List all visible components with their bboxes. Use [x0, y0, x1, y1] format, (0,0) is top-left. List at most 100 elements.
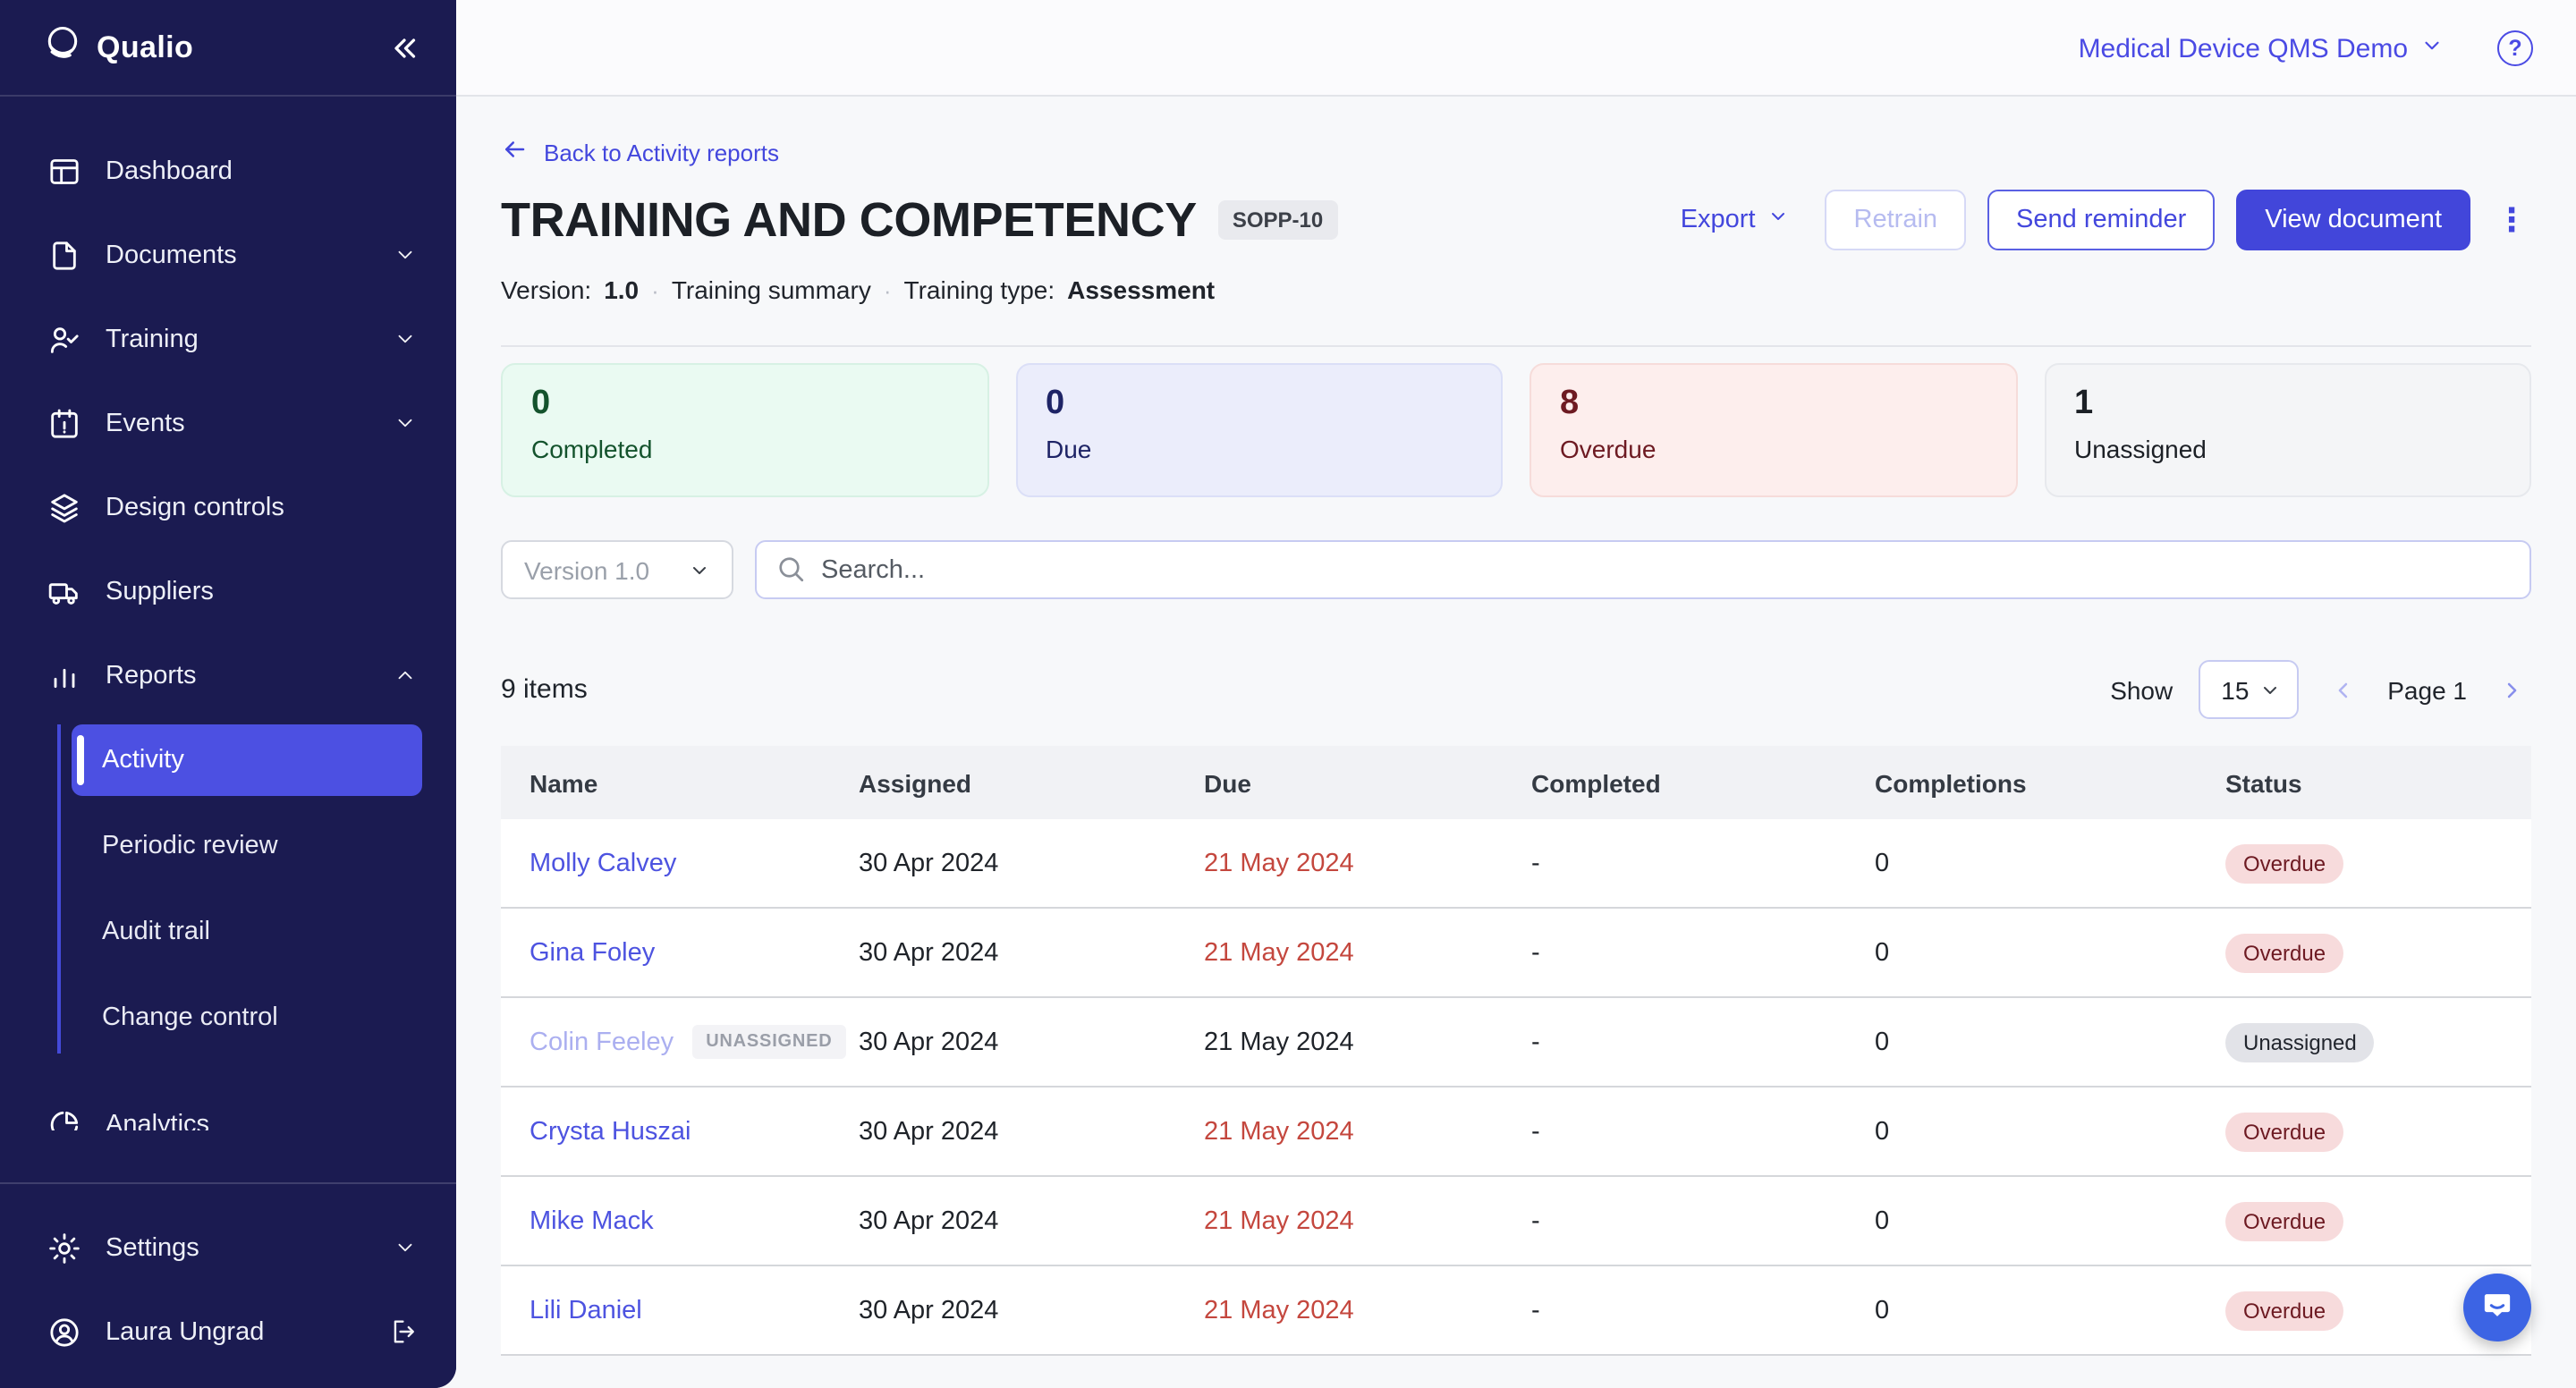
workspace-switcher[interactable]: Medical Device QMS Demo — [2079, 33, 2444, 63]
sidebar-bottom: Settings Laura Ungrad — [0, 1182, 456, 1388]
page-size-value: 15 — [2221, 675, 2250, 704]
sidebar-item-label: Events — [106, 409, 185, 437]
completions-count: 0 — [1875, 938, 1890, 967]
chevron-up-icon — [394, 664, 417, 687]
next-page-icon[interactable] — [2492, 677, 2531, 702]
completions-count: 0 — [1875, 1117, 1890, 1146]
sidebar-item-label: Suppliers — [106, 577, 214, 605]
sidebar-item-dashboard[interactable]: Dashboard — [0, 129, 456, 213]
due-date: 21 May 2024 — [1204, 1028, 1354, 1056]
stat-card-due[interactable]: 0 Due — [1015, 363, 1503, 497]
sidebar-item-suppliers[interactable]: Suppliers — [0, 549, 456, 633]
sidebar-item-settings[interactable]: Settings — [0, 1206, 456, 1290]
table-row: Lili Daniel 30 Apr 2024 21 May 2024 - 0 … — [501, 1266, 2531, 1356]
chevron-down-icon — [1768, 206, 1790, 234]
version-label: Version: — [501, 275, 592, 304]
page-actions: Export Retrain Send reminder View docume… — [1666, 190, 2531, 250]
search-input[interactable] — [755, 540, 2531, 599]
sidebar-item-label: Training — [106, 325, 199, 353]
retrain-button[interactable]: Retrain — [1825, 190, 1967, 250]
kebab-menu-icon[interactable]: ⋮ — [2496, 202, 2528, 238]
stat-card-completed[interactable]: 0 Completed — [501, 363, 988, 497]
trainee-name-link[interactable]: Crysta Huszai — [530, 1117, 691, 1146]
trainee-name-link[interactable]: Lili Daniel — [530, 1296, 642, 1325]
sidebar-item-design-controls[interactable]: Design controls — [0, 465, 456, 549]
sidebar-item-audit-trail[interactable]: Audit trail — [72, 896, 422, 968]
logout-icon[interactable] — [386, 1316, 417, 1347]
reports-sub-menu: Activity Periodic review Audit trail Cha… — [57, 724, 422, 1054]
workspace-name: Medical Device QMS Demo — [2078, 33, 2408, 63]
main-content: Back to Activity reports TRAINING AND CO… — [456, 97, 2576, 1388]
completed-date: - — [1531, 1296, 1540, 1325]
completions-count: 0 — [1875, 1206, 1890, 1235]
trainee-name-link[interactable]: Mike Mack — [530, 1206, 654, 1235]
gear-icon — [47, 1230, 82, 1265]
column-header-status: Status — [2225, 768, 2302, 797]
completed-date: - — [1531, 1206, 1540, 1235]
stat-card-unassigned[interactable]: 1 Unassigned — [2044, 363, 2531, 497]
page-indicator: Page 1 — [2387, 675, 2467, 704]
sidebar-item-events[interactable]: Events — [0, 381, 456, 465]
sidebar-item-reports[interactable]: Reports — [0, 633, 456, 717]
export-button[interactable]: Export — [1666, 190, 1804, 250]
user-circle-icon — [47, 1314, 82, 1350]
view-document-button[interactable]: View document — [2236, 190, 2470, 250]
due-date: 21 May 2024 — [1204, 1296, 1354, 1325]
sidebar-item-training[interactable]: Training — [0, 297, 456, 381]
stat-label: Unassigned — [2074, 435, 2207, 463]
column-header-name: Name — [530, 768, 598, 797]
trainee-name-link[interactable]: Colin Feeley — [530, 1028, 674, 1056]
back-link[interactable]: Back to Activity reports — [501, 136, 779, 168]
status-badge: Overdue — [2225, 843, 2344, 883]
chevron-down-icon — [394, 327, 417, 351]
column-header-due: Due — [1204, 768, 1251, 797]
sub-item-label: Periodic review — [102, 832, 278, 860]
table-row: Gina Foley 30 Apr 2024 21 May 2024 - 0 O… — [501, 909, 2531, 998]
sidebar-item-analytics[interactable]: Analytics — [0, 1082, 456, 1130]
user-name: Laura Ungrad — [106, 1317, 265, 1346]
assigned-date: 30 Apr 2024 — [859, 938, 999, 967]
chevron-down-icon — [394, 1236, 417, 1259]
training-table: Name Assigned Due Completed Completions … — [501, 746, 2531, 1356]
version-filter-value: Version 1.0 — [524, 555, 650, 584]
top-header-bar: Medical Device QMS Demo ? — [456, 0, 2576, 97]
sub-item-label: Activity — [102, 746, 184, 774]
qualio-logo-text: Qualio — [97, 30, 194, 63]
collapse-sidebar-icon[interactable] — [388, 31, 420, 63]
training-summary-label: Training summary — [671, 275, 871, 304]
send-reminder-button[interactable]: Send reminder — [1987, 190, 2216, 250]
trainee-name-link[interactable]: Gina Foley — [530, 938, 656, 967]
layers-icon — [47, 489, 82, 525]
status-badge: Overdue — [2225, 1201, 2344, 1240]
sidebar-item-user-profile[interactable]: Laura Ungrad — [0, 1290, 456, 1374]
sidebar-item-activity[interactable]: Activity — [72, 724, 422, 796]
previous-page-icon[interactable] — [2323, 677, 2362, 702]
trainee-name-link[interactable]: Molly Calvey — [530, 849, 677, 877]
chat-launcher-button[interactable] — [2463, 1274, 2531, 1341]
search-icon — [775, 553, 807, 594]
sidebar-nav: Dashboard Documents Training — [0, 97, 456, 1130]
column-header-assigned: Assigned — [859, 768, 972, 797]
stat-card-overdue[interactable]: 8 Overdue — [1530, 363, 2017, 497]
help-icon[interactable]: ? — [2497, 30, 2533, 66]
events-calendar-icon — [47, 405, 82, 441]
list-controls: 9 items Show 15 Page 1 — [501, 660, 2531, 719]
completed-date: - — [1531, 849, 1540, 877]
status-badge: Unassigned — [2225, 1022, 2375, 1062]
due-date: 21 May 2024 — [1204, 1117, 1354, 1146]
table-row: Crysta Huszai 30 Apr 2024 21 May 2024 - … — [501, 1088, 2531, 1177]
qualio-logo[interactable]: Qualio — [43, 23, 388, 72]
completions-count: 0 — [1875, 1296, 1890, 1325]
sidebar-item-documents[interactable]: Documents — [0, 213, 456, 297]
meta-separator: · — [651, 276, 659, 303]
dashboard-icon — [47, 153, 82, 189]
table-row: Colin Feeley UNASSIGNED 30 Apr 2024 21 M… — [501, 998, 2531, 1088]
sidebar-item-label: Reports — [106, 661, 197, 690]
completed-date: - — [1531, 1028, 1540, 1056]
page-size-select[interactable]: 15 — [2198, 660, 2299, 719]
sidebar-item-periodic-review[interactable]: Periodic review — [72, 810, 422, 882]
version-filter-select[interactable]: Version 1.0 — [501, 540, 733, 599]
sidebar-item-change-control[interactable]: Change control — [72, 982, 422, 1054]
status-badge: Overdue — [2225, 1112, 2344, 1151]
table-header: Name Assigned Due Completed Completions … — [501, 746, 2531, 819]
